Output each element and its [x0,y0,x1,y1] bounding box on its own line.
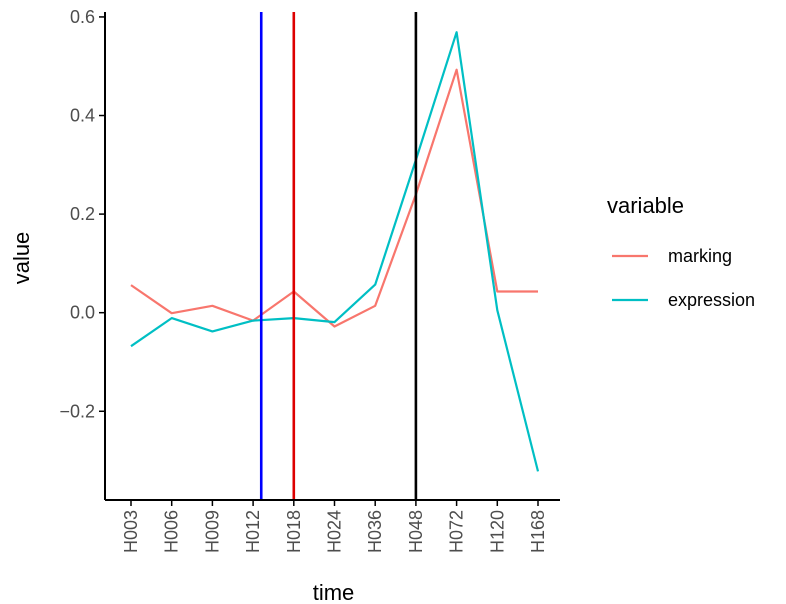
axes [104,12,560,501]
legend: variable marking expression [607,193,755,310]
x-tick-label: H072 [447,510,467,553]
x-tick-label: H012 [243,510,263,553]
x-tick-label: H048 [406,510,426,553]
series-line-marking [130,68,538,328]
x-axis-title: time [313,580,355,604]
y-axis-ticks: 0.6 0.4 0.2 0.0 −0.2 [59,7,105,421]
y-tick-label: 0.0 [70,303,95,323]
x-tick-label: H009 [202,510,222,553]
reference-lines [259,12,418,500]
x-tick-label: H168 [528,510,548,553]
legend-label-expression: expression [668,290,755,310]
y-tick-label: 0.6 [70,7,95,27]
x-tick-label: H036 [365,510,385,553]
x-tick-label: H006 [162,510,182,553]
y-tick-label: −0.2 [59,401,95,421]
legend-items: marking expression [612,246,755,310]
x-tick-label: H003 [121,510,141,553]
y-tick-label: 0.2 [70,204,95,224]
y-axis-title: value [9,232,34,285]
plot-area [130,31,540,472]
legend-label-marking: marking [668,246,732,266]
x-axis-ticks: H003 H006 H009 H012 H018 H024 H036 H048 H072 H120… [121,500,548,553]
x-tick-label: H024 [325,510,345,553]
legend-title: variable [607,193,684,218]
x-tick-label: H120 [487,510,507,553]
series-line-expression [130,31,540,472]
x-tick-label: H018 [284,510,304,553]
y-tick-label: 0.4 [70,106,95,126]
